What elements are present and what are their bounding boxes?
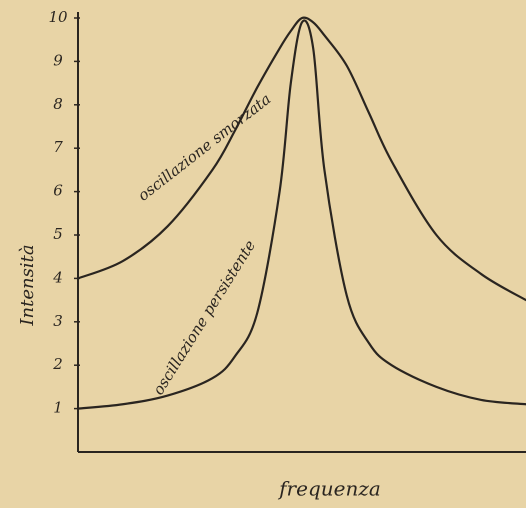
y-tick-label: 8 bbox=[53, 95, 63, 113]
y-tick-label: 2 bbox=[52, 355, 63, 373]
curve-label: oscillazione smorzata bbox=[134, 90, 274, 205]
y-tick-label: 6 bbox=[53, 182, 63, 200]
curve bbox=[78, 20, 526, 408]
y-tick-label: 7 bbox=[53, 138, 63, 156]
y-tick-label: 1 bbox=[53, 399, 63, 417]
y-tick-label: 9 bbox=[53, 51, 63, 69]
x-axis-label: frequenza bbox=[277, 477, 381, 501]
y-tick-label: 3 bbox=[53, 312, 63, 330]
curve-label: oscillazione persistente bbox=[149, 237, 259, 398]
y-tick-label: 4 bbox=[52, 268, 63, 286]
y-tick-label: 5 bbox=[53, 225, 63, 243]
curve bbox=[78, 18, 526, 300]
y-axis-label: Intensità bbox=[17, 244, 38, 326]
chart: Intensità frequenza 1 2 3 4 5 6 7 8 9 10 oscillazi… bbox=[0, 0, 526, 508]
y-tick-label: 10 bbox=[48, 8, 68, 26]
